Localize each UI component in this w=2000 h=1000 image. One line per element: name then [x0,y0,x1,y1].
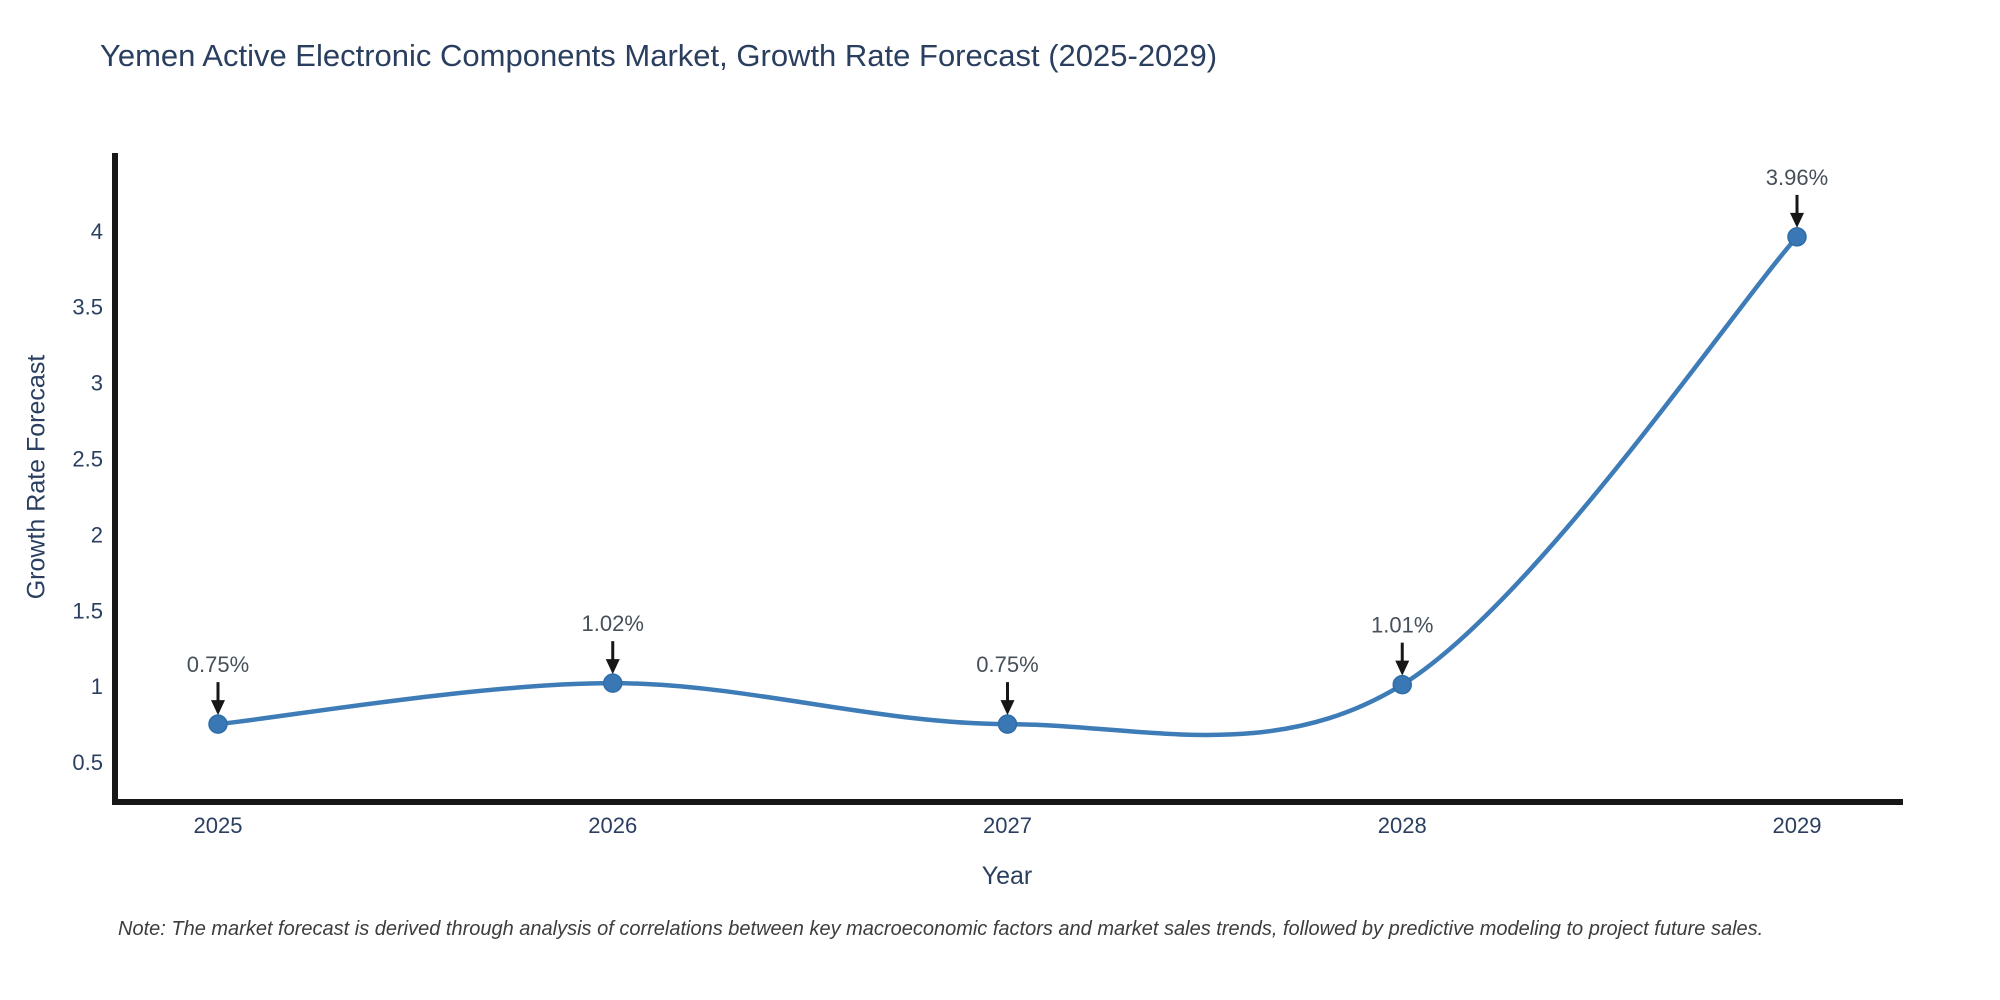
x-tick-label: 2027 [983,813,1032,838]
y-tick-label: 0.5 [72,750,103,775]
data-point-label: 1.01% [1371,613,1433,638]
x-tick-label: 2025 [194,813,243,838]
axis-lines [112,153,1903,805]
data-point-label: 0.75% [976,652,1038,677]
annotation-arrow-head [1395,660,1410,676]
y-tick-label: 2 [91,522,103,547]
y-tick-label: 3.5 [72,295,103,320]
y-tick-label: 4 [91,219,103,244]
data-point-marker [208,714,228,734]
forecast-line [215,234,1800,738]
data-point-label: 3.96% [1766,165,1828,190]
annotation-arrow-head [605,659,620,675]
x-tick-label: 2028 [1378,813,1427,838]
y-tick-label: 2.5 [72,447,103,472]
data-point-marker [603,673,623,693]
data-point-marker [997,714,1018,734]
x-tick-label: 2029 [1773,813,1822,838]
footnote: Note: The market forecast is derived thr… [118,918,1764,940]
x-tick-label: 2026 [588,813,637,838]
x-axis-title: Year [981,862,1033,890]
y-tick-label: 1 [91,674,103,699]
y-axis-title: Growth Rate Forecast [22,354,51,600]
annotation-arrow-head [1790,212,1804,228]
y-tick-label: 3 [91,371,103,396]
y-tick-label: 1.5 [72,598,103,623]
data-point-label: 1.02% [582,611,644,636]
annotation-arrow-head [1000,700,1015,716]
data-point-marker [1392,674,1412,695]
annotation-arrow-head [211,700,225,716]
chart-title: Yemen Active Electronic Components Marke… [100,38,1218,73]
data-point-marker [1787,227,1807,247]
data-point-label: 0.75% [187,652,249,677]
